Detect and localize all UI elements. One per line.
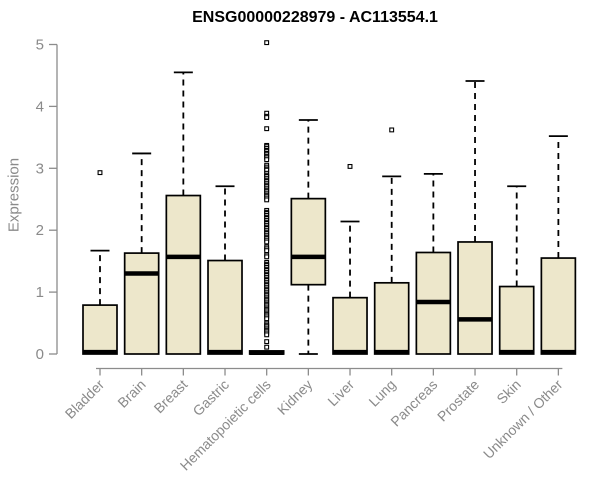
outlier-point xyxy=(97,170,103,176)
x-tick-label: Breast xyxy=(151,376,191,416)
x-tick-label: Brain xyxy=(114,376,148,410)
outlier-point xyxy=(264,239,270,245)
y-tick-label: 3 xyxy=(36,160,44,177)
boxplot-box xyxy=(457,241,493,355)
boxplot-box xyxy=(498,285,535,355)
x-tick-label: Liver xyxy=(324,376,357,409)
y-tick-label: 1 xyxy=(36,284,44,301)
x-tick-label: Unknown / Other xyxy=(480,376,566,462)
y-tick-label: 4 xyxy=(36,98,44,115)
boxplot-box xyxy=(540,257,577,355)
boxplot-box xyxy=(332,296,368,355)
boxplot-box xyxy=(165,194,202,355)
outlier-point xyxy=(264,115,270,120)
outlier-point xyxy=(264,339,270,345)
outlier-point xyxy=(389,127,395,133)
x-tick-label: Prostate xyxy=(434,376,482,424)
boxplot-box xyxy=(207,259,243,355)
y-tick-label: 2 xyxy=(36,222,44,239)
outlier-point xyxy=(264,344,270,350)
boxplot-box xyxy=(123,252,160,355)
outlier-point xyxy=(264,126,270,132)
outlier-point xyxy=(264,40,270,46)
outlier-point xyxy=(264,248,270,254)
boxplot-box xyxy=(373,281,410,355)
outlier-point xyxy=(264,332,270,338)
x-tick-label: Bladder xyxy=(62,376,108,422)
outlier-point xyxy=(264,197,270,203)
x-tick-label: Kidney xyxy=(274,376,316,418)
outlier-point xyxy=(264,157,270,163)
y-tick-label: 0 xyxy=(36,346,44,363)
chart-title: ENSG00000228979 - AC113554.1 xyxy=(192,9,438,26)
x-tick-label: Lung xyxy=(365,376,398,409)
outlier-point xyxy=(264,316,270,322)
outlier-point xyxy=(347,163,353,169)
y-tick-label: 5 xyxy=(36,37,44,54)
boxplot-box xyxy=(82,304,118,355)
outlier-point xyxy=(264,254,270,260)
boxplot-box xyxy=(290,197,327,286)
x-tick-label: Skin xyxy=(493,376,524,407)
